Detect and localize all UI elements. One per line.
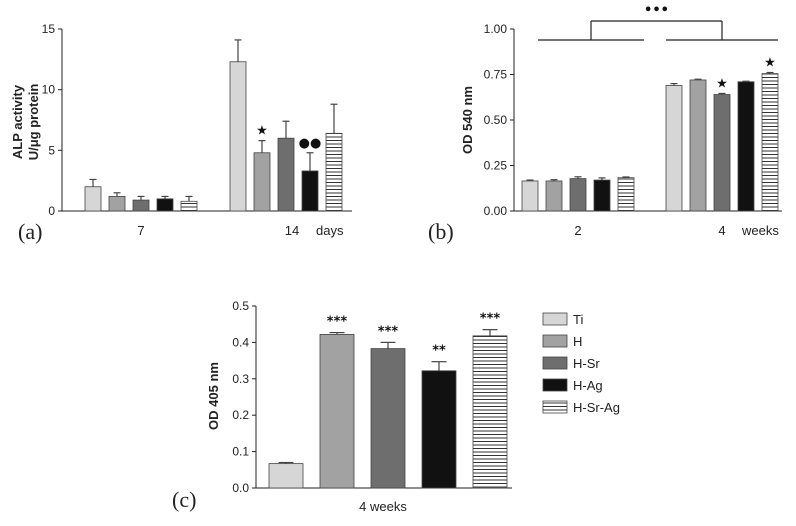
panel-b-ytick-label: 1.00 (484, 22, 508, 36)
panel-c-ytick-label: 0.2 (232, 408, 249, 422)
legend: Ti H H-Sr H-Ag H-Sr-Ag (542, 312, 620, 415)
panel-c-bar-h-sr-ag (472, 335, 508, 489)
panel-b-ytick-label: 0.25 (484, 159, 508, 173)
panel-c-bar-ti (268, 463, 304, 489)
legend-swatch-h-ag (542, 378, 568, 392)
panel-b-significance-marker: ★ (716, 76, 728, 91)
panel-b-bar-h-ag (737, 81, 755, 212)
panel-c-significance-marker: *** (378, 324, 399, 339)
panel-c-significance-marker: *** (480, 312, 501, 327)
panel-a-bar-ti (229, 61, 247, 212)
legend-label-h-sr: H-Sr (573, 356, 600, 371)
panel-c-label: (c) (172, 487, 196, 512)
panel-a-bar-h (108, 196, 126, 212)
panel-a-label: (a) (18, 219, 42, 244)
panel-c-ytick-label: 0.0 (232, 481, 249, 495)
panel-a-bar-h-sr-ag (325, 132, 343, 212)
panel-c-bar-h-ag (421, 370, 457, 489)
panel-a-significance-marker: ●● (299, 136, 322, 151)
panel-b-significance-marker: ••• (644, 3, 669, 18)
legend-swatch-h-sr-ag (542, 400, 568, 414)
panel-a-bar-h-sr (132, 199, 150, 212)
panel-a-category-label: 14 (285, 223, 299, 238)
panel-a-ytick-label: 5 (48, 143, 55, 157)
legend-swatch-ti (542, 312, 568, 326)
panel-c-significance-marker: ** (432, 344, 446, 359)
panel-a-bar-h (253, 152, 271, 212)
panel-b-label: (b) (428, 219, 454, 244)
panel-a-bar-h-sr-ag (180, 200, 198, 212)
panel-b-category-label: 2 (574, 223, 581, 238)
panel-c-ytick-label: 0.5 (232, 299, 249, 313)
legend-swatch-h-sr (542, 356, 568, 370)
panel-c-ylabel: OD 405 nm (206, 362, 221, 430)
panel-a-x-unit: days (316, 223, 344, 238)
panel-c-ytick-label: 0.1 (232, 445, 249, 459)
panel-b-bar-h-sr (713, 94, 731, 212)
panel-b-bar-ti (521, 180, 539, 212)
panel-a-bar-h-ag (156, 198, 174, 212)
panel-c-chart: OD 405 nm 4 weeks (c) 0.0 0.1 0.2 0.3 0.4 0.5… (172, 299, 512, 514)
panel-b-bar-h-sr (569, 178, 587, 212)
panel-b-significance-marker: ★ (764, 55, 776, 70)
panel-b-x-unit: weeks (741, 223, 779, 238)
panel-b-bar-h (545, 180, 563, 212)
legend-swatch-h (542, 334, 568, 348)
panel-a-significance-marker: ★ (256, 124, 268, 139)
panel-b-ytick-label: 0.00 (484, 204, 508, 218)
panel-c-bar-h (319, 333, 355, 489)
panel-b-category-label: 4 (718, 223, 725, 238)
panel-c-bar-h-sr (370, 348, 406, 489)
panel-c-significance-marker: *** (327, 315, 348, 330)
panel-c-xlabel: 4 weeks (359, 499, 407, 514)
panel-b-ytick-label: 0.50 (484, 113, 508, 127)
panel-b-bar-h-sr-ag (761, 73, 779, 212)
panel-a-bar-h-ag (301, 170, 319, 212)
panel-a-ytick-label: 10 (42, 83, 56, 97)
panel-a-bar-h-sr (277, 137, 295, 212)
panel-a-ylabel-line1: ALP activity (10, 84, 25, 159)
panel-b-ylabel: OD 540 nm (460, 86, 475, 154)
panel-b-chart: OD 540 nm (b) 0.00 0.25 0.50 0.75 1.00 2 4 week… (428, 3, 782, 244)
legend-label-h-sr-ag: H-Sr-Ag (573, 400, 620, 415)
panel-b-ytick-label: 0.75 (484, 68, 508, 82)
legend-label-ti: Ti (573, 312, 583, 327)
panel-a-category-label: 7 (137, 223, 144, 238)
panel-b-bar-h-sr-ag (617, 177, 635, 212)
panel-a-ytick-label: 0 (48, 204, 55, 218)
panel-c-ytick-label: 0.3 (232, 372, 249, 386)
legend-label-h: H (573, 334, 582, 349)
panel-c-ytick-label: 0.4 (232, 335, 249, 349)
panel-a-ylabel-line2: U/μg protein (26, 84, 41, 161)
legend-label-h-ag: H-Ag (573, 378, 603, 393)
panel-b-bar-h-ag (593, 179, 611, 212)
panel-b-bar-ti (665, 85, 683, 212)
panel-b-bar-h (689, 79, 707, 212)
panel-a-bar-ti (84, 186, 102, 212)
panel-a-chart: ALP activity U/μg protein (a) 0 5 10 15 7 14 d… (10, 22, 352, 244)
panel-a-ytick-label: 15 (42, 22, 56, 36)
